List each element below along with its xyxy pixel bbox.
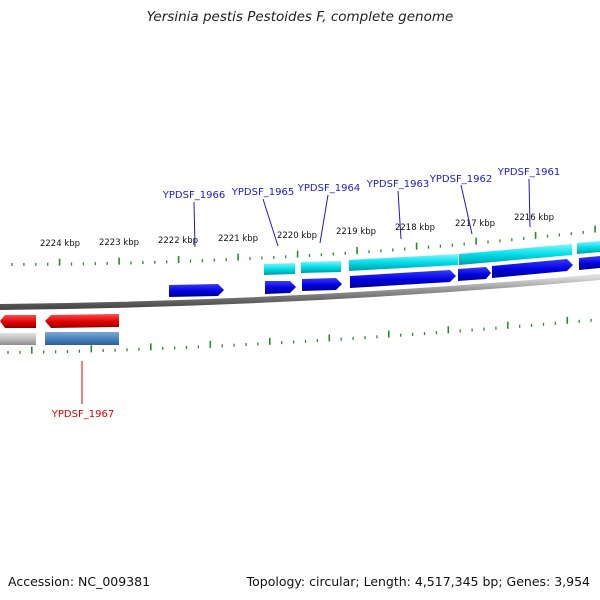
kbp-label-2222: 2222 kbp (158, 236, 198, 246)
gene-arrow-ypdsf-1962[interactable] (458, 267, 491, 281)
kbp-label-2218: 2218 kbp (395, 223, 435, 233)
tick-row-bottom (7, 316, 592, 354)
label-leaders (81, 178, 531, 404)
forward-genes (169, 256, 600, 297)
cds-block-grey (0, 333, 36, 345)
leader-ypdsf-1964 (319, 194, 329, 244)
reverse-genes (0, 314, 119, 328)
cds-track-reverse (0, 332, 119, 345)
cds-block (349, 254, 458, 271)
gene-label-ypdsf-1967[interactable]: YPDSF_1967 (51, 409, 114, 420)
cds-block (459, 244, 572, 265)
accession-text: Accession: NC_009381 (8, 574, 151, 589)
cds-block-steel (45, 332, 119, 345)
gene-arrow-ypdsf-1961[interactable] (492, 259, 573, 278)
genome-backbone (0, 274, 600, 310)
gene-label-ypdsf-1964[interactable]: YPDSF_1964 (297, 183, 360, 194)
cds-block (301, 261, 341, 273)
gene-label-ypdsf-1961[interactable]: YPDSF_1961 (497, 167, 560, 178)
gene-arrow-ypdsf-1964[interactable] (302, 278, 342, 291)
gene-arrow-ypdsf-1967[interactable] (45, 314, 119, 328)
gene-label-ypdsf-1962[interactable]: YPDSF_1962 (429, 174, 492, 185)
gene-arrow-ypdsf-1965[interactable] (265, 281, 296, 294)
gene-label-ypdsf-1963[interactable]: YPDSF_1963 (366, 179, 429, 190)
gene-arrow-ypdsf-1963[interactable] (350, 270, 456, 288)
cds-track-forward (264, 241, 600, 275)
kbp-label-2223: 2223 kbp (99, 238, 139, 248)
kbp-label-2224: 2224 kbp (40, 239, 80, 249)
genome-summary-text: Topology: circular; Length: 4,517,345 bp… (246, 574, 590, 589)
leader-ypdsf-1966 (193, 201, 196, 248)
kbp-label-2217: 2217 kbp (455, 219, 495, 229)
kbp-label-2216: 2216 kbp (514, 213, 554, 223)
leader-ypdsf-1961 (528, 178, 531, 228)
gene-label-ypdsf-1966[interactable]: YPDSF_1966 (162, 190, 225, 201)
leader-ypdsf-1962 (460, 184, 473, 235)
map-title: Yersinia pestis Pestoides F, complete ge… (146, 9, 454, 25)
kbp-label-2221: 2221 kbp (218, 234, 258, 244)
gene-label-ypdsf-1965[interactable]: YPDSF_1965 (231, 187, 294, 198)
cds-block (577, 241, 600, 254)
gene-label-group: YPDSF_1966 YPDSF_1965 YPDSF_1964 YPDSF_1… (51, 167, 560, 420)
leader-ypdsf-1963 (397, 190, 402, 240)
kbp-label-2220: 2220 kbp (277, 231, 317, 241)
gene-arrow-ypdsf-1966[interactable] (169, 284, 224, 297)
cds-block (264, 263, 295, 275)
gene-arrow-offscreen[interactable] (579, 256, 600, 270)
kbp-label-2219: 2219 kbp (336, 227, 376, 237)
kbp-label-group: 2224 kbp 2223 kbp 2222 kbp 2221 kbp 2220… (40, 213, 554, 249)
tick-row-top (11, 225, 596, 266)
leader-ypdsf-1965 (262, 198, 279, 247)
gene-arrow-left-edge[interactable] (0, 315, 36, 328)
